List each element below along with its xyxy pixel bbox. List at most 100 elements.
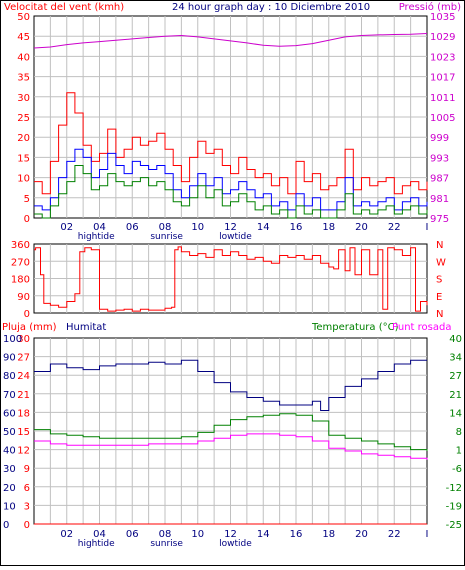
left-tick-label: 5 xyxy=(24,194,30,205)
x-event-label: sunrise xyxy=(150,539,183,549)
left-tick-label: 50 xyxy=(17,12,30,23)
temp-tick-label: 1 xyxy=(456,446,462,457)
compass-label: N xyxy=(436,240,443,251)
left-tick-label: 15 xyxy=(17,153,30,164)
x-tick-label: 12 xyxy=(224,529,237,540)
left-tick-label: 30 xyxy=(17,93,30,104)
right-tick-label: 993 xyxy=(430,153,449,164)
left-tick-label: 35 xyxy=(17,73,30,84)
humidity-tick-label: 0 xyxy=(3,520,9,531)
rain-tick-label: 18 xyxy=(17,408,30,419)
left-axis-title: Velocitat del vent (kmh) xyxy=(4,2,124,13)
right-tick-label: 1023 xyxy=(430,52,455,63)
compass-label: N xyxy=(436,309,443,320)
x-tick-label: 04 xyxy=(93,222,106,233)
left-tick-label: 180 xyxy=(11,275,30,286)
rain-tick-label: 15 xyxy=(17,427,30,438)
rain-tick-label: 12 xyxy=(17,446,30,457)
x-event-label: sunrise xyxy=(150,232,183,242)
right-tick-label: 1029 xyxy=(430,32,455,43)
left-tick-label: 40 xyxy=(17,52,30,63)
compass-label: W xyxy=(436,257,446,268)
compass-label: E xyxy=(436,292,442,303)
temp-tick-label: -25 xyxy=(446,520,462,531)
right-tick-label: 999 xyxy=(430,133,449,144)
dewpoint-axis-title: Punt rosada xyxy=(392,322,451,333)
right-tick-label: 1035 xyxy=(430,12,455,23)
x-tick-label: 16 xyxy=(290,529,303,540)
x-tick-label: 18 xyxy=(322,222,335,233)
humidity-tick-label: 80 xyxy=(3,371,16,382)
x-event-label: lowtide xyxy=(219,539,252,549)
right-tick-label: 1017 xyxy=(430,73,455,84)
right-tick-label: 987 xyxy=(430,174,449,185)
humidity-tick-label: 60 xyxy=(3,408,16,419)
direction-line xyxy=(34,246,428,312)
compass-label: S xyxy=(436,275,442,286)
left-tick-label: 0 xyxy=(24,309,30,320)
temp-tick-label: -19 xyxy=(446,501,462,512)
left-tick-label: 270 xyxy=(11,257,30,268)
x-tick-label: 06 xyxy=(126,529,139,540)
x-tick-label: 18 xyxy=(322,529,335,540)
left-tick-label: 25 xyxy=(17,113,30,124)
rain-tick-label: 6 xyxy=(24,483,30,494)
humidity-tick-label: 10 xyxy=(3,501,16,512)
x-tick-label: 14 xyxy=(257,529,270,540)
x-tick-label: 12 xyxy=(224,222,237,233)
humidity-tick-label: 90 xyxy=(3,353,16,364)
humidity-axis-title: Humitat xyxy=(66,322,106,333)
series-line xyxy=(34,359,427,411)
humidity-tick-label: 100 xyxy=(3,334,22,345)
temperature-humidity-chart: 0369121518212427300102030405060708090100… xyxy=(2,322,462,549)
x-tick-label: 20 xyxy=(355,222,368,233)
series-line xyxy=(34,165,428,219)
x-tick-label: 10 xyxy=(191,222,204,233)
x-event-label: lowtide xyxy=(219,232,252,242)
left-tick-label: 90 xyxy=(17,292,30,303)
temp-tick-label: 34 xyxy=(449,353,462,364)
x-tick-label: 22 xyxy=(388,529,401,540)
right-axis-title: Pressió (mb) xyxy=(399,1,461,13)
rain-tick-label: 0 xyxy=(24,520,30,531)
right-tick-label: 981 xyxy=(430,194,449,205)
x-tick-label: 02 xyxy=(60,222,73,233)
temp-tick-label: 8 xyxy=(456,427,462,438)
x-tick-label: 16 xyxy=(290,222,303,233)
x-tick-label: 04 xyxy=(93,529,106,540)
chart-title: 24 hour graph day : 10 Diciembre 2010 xyxy=(172,2,370,13)
humidity-tick-label: 40 xyxy=(3,446,16,457)
left-tick-label: 10 xyxy=(17,174,30,185)
series-line xyxy=(33,33,428,49)
x-tick-label: 10 xyxy=(191,529,204,540)
humidity-tick-label: 70 xyxy=(3,390,16,401)
left-tick-label: 0 xyxy=(24,214,30,225)
left-tick-label: 360 xyxy=(11,240,30,251)
temp-tick-label: -6 xyxy=(452,464,462,475)
wind-pressure-chart: 0 5 10 15 20 25 30 35 40 45 50 975 981 987 993 999 1005 1… xyxy=(4,1,461,242)
temp-tick-label: 14 xyxy=(449,408,462,419)
right-tick-label: 975 xyxy=(430,214,449,225)
left-tick-label: 20 xyxy=(17,133,30,144)
right-tick-label: 1011 xyxy=(430,93,455,104)
rain-tick-label: 30 xyxy=(17,334,30,345)
humidity-tick-label: 30 xyxy=(3,464,16,475)
x-tick-label: 08 xyxy=(159,529,172,540)
series-line xyxy=(34,433,428,460)
series-line xyxy=(34,92,428,195)
temp-tick-label: 21 xyxy=(449,390,462,401)
rain-tick-label: 21 xyxy=(17,390,30,401)
x-tick-label: 02 xyxy=(60,529,73,540)
x-end-label: I xyxy=(426,222,429,233)
rain-tick-label: 3 xyxy=(24,501,30,512)
rain-axis-title: Pluja (mm) xyxy=(2,322,57,333)
x-event-label: hightide xyxy=(78,539,115,549)
humidity-tick-label: 50 xyxy=(3,427,16,438)
x-tick-label: 14 xyxy=(257,222,270,233)
right-tick-label: 1005 xyxy=(430,113,455,124)
x-tick-label: 06 xyxy=(126,222,139,233)
left-tick-label: 45 xyxy=(17,32,30,43)
humidity-tick-label: 20 xyxy=(3,483,16,494)
